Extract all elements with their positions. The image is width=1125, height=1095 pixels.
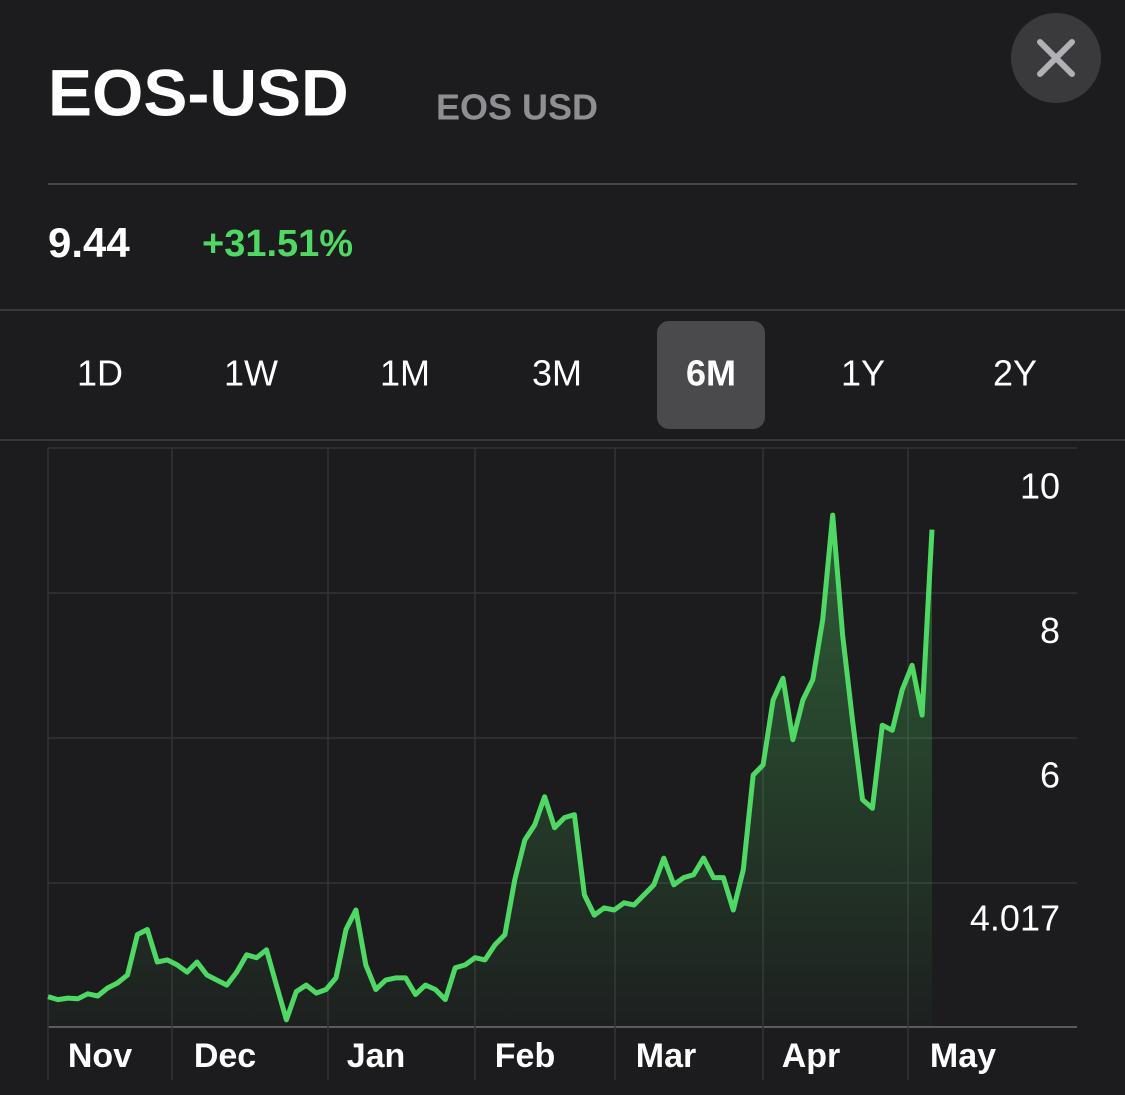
range-button[interactable]: 3M: [532, 353, 582, 394]
x-tick-label: May: [930, 1037, 996, 1075]
close-icon[interactable]: [1037, 39, 1075, 77]
area-fill: [48, 515, 932, 1027]
symbol: EOS-USD: [48, 55, 349, 129]
range-button[interactable]: 1Y: [841, 353, 885, 394]
price-line: [47, 512, 935, 1023]
y-tick-label: 6: [1040, 754, 1060, 795]
change: +31.51%: [202, 223, 353, 265]
range-button[interactable]: 2Y: [993, 353, 1037, 394]
range-highlight[interactable]: [657, 321, 765, 429]
range-button[interactable]: 1W: [224, 353, 278, 394]
y-tick-label: 10: [1020, 466, 1060, 507]
price: 9.44: [48, 219, 130, 266]
range-selector: 1D 1W 1M 3M 6M 1Y 2Y: [77, 321, 1037, 429]
range-label[interactable]: 1D: [77, 353, 123, 394]
company-name: EOS USD: [436, 87, 598, 128]
range-button[interactable]: 1M: [380, 353, 430, 394]
y-tick-label: 4.017: [970, 898, 1060, 939]
range-label[interactable]: 3M: [532, 353, 582, 394]
range-label[interactable]: 1Y: [841, 353, 885, 394]
range-button[interactable]: 1D: [77, 353, 123, 394]
x-tick-label: Feb: [495, 1037, 555, 1075]
x-tick-label: Apr: [782, 1037, 841, 1075]
range-label[interactable]: 2Y: [993, 353, 1037, 394]
close-button[interactable]: [1011, 13, 1101, 103]
y-tick-label: 8: [1040, 610, 1060, 651]
plot: Nov Dec Jan Feb Mar Apr May 10 8 6 4.017: [47, 466, 1060, 1075]
x-tick-label: Jan: [347, 1037, 406, 1075]
range-label[interactable]: 6M: [686, 353, 736, 394]
range-button[interactable]: 6M: [657, 321, 765, 429]
x-tick-label: Dec: [194, 1037, 256, 1075]
range-label[interactable]: 1W: [224, 353, 278, 394]
range-label[interactable]: 1M: [380, 353, 430, 394]
x-tick-label: Mar: [636, 1037, 696, 1075]
x-tick-label: Nov: [68, 1037, 132, 1075]
